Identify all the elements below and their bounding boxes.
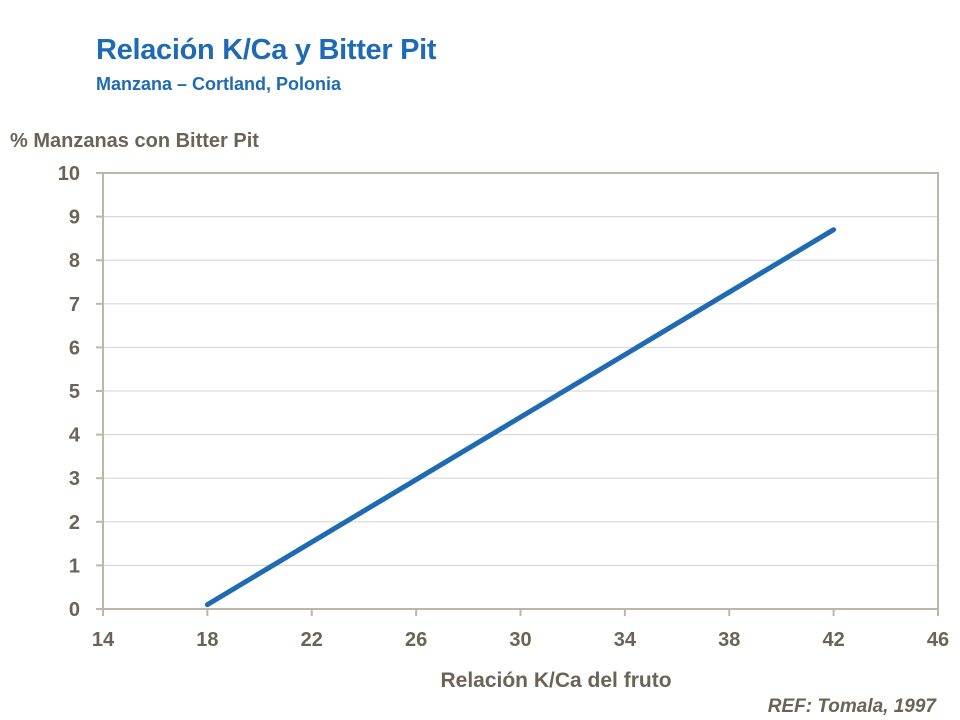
y-tick-label: 8 bbox=[69, 250, 80, 272]
y-tick-label: 2 bbox=[69, 512, 80, 534]
x-tick-label: 30 bbox=[509, 629, 531, 651]
y-tick-label: 0 bbox=[69, 599, 80, 621]
y-tick-label: 10 bbox=[58, 163, 80, 185]
series-group bbox=[204, 227, 837, 608]
x-tick-label: 42 bbox=[823, 629, 845, 651]
y-tick-label: 1 bbox=[69, 555, 80, 577]
chart-subtitle: Manzana – Cortland, Polonia bbox=[96, 74, 342, 94]
x-tick-label: 18 bbox=[196, 629, 218, 651]
gridlines bbox=[103, 216, 938, 567]
reference-note: REF: Tomala, 1997 bbox=[767, 696, 936, 717]
y-tick-label: 3 bbox=[69, 468, 80, 490]
x-tick-label: 38 bbox=[718, 629, 740, 651]
x-tick-label: 22 bbox=[301, 629, 323, 651]
x-axis-label: Relación K/Ca del fruto bbox=[440, 669, 671, 692]
y-tick-label: 6 bbox=[69, 337, 80, 359]
series-line bbox=[204, 227, 837, 608]
x-tick-label: 34 bbox=[614, 629, 637, 651]
y-axis-ticks: 0 1 2 3 4 5 6 7 8 9 10 bbox=[58, 163, 103, 621]
y-tick-label: 7 bbox=[69, 294, 80, 316]
y-axis-label: % Manzanas con Bitter Pit bbox=[10, 130, 259, 152]
chart-title: Relación K/Ca y Bitter Pit bbox=[96, 34, 437, 66]
x-tick-label: 26 bbox=[405, 629, 427, 651]
x-axis-ticks: 14 18 22 26 30 34 38 42 46 bbox=[92, 609, 949, 651]
y-tick-label: 5 bbox=[69, 381, 80, 403]
x-tick-label: 14 bbox=[92, 629, 115, 651]
y-tick-label: 4 bbox=[69, 425, 81, 447]
x-tick-label: 46 bbox=[927, 629, 949, 651]
y-tick-label: 9 bbox=[69, 207, 80, 229]
